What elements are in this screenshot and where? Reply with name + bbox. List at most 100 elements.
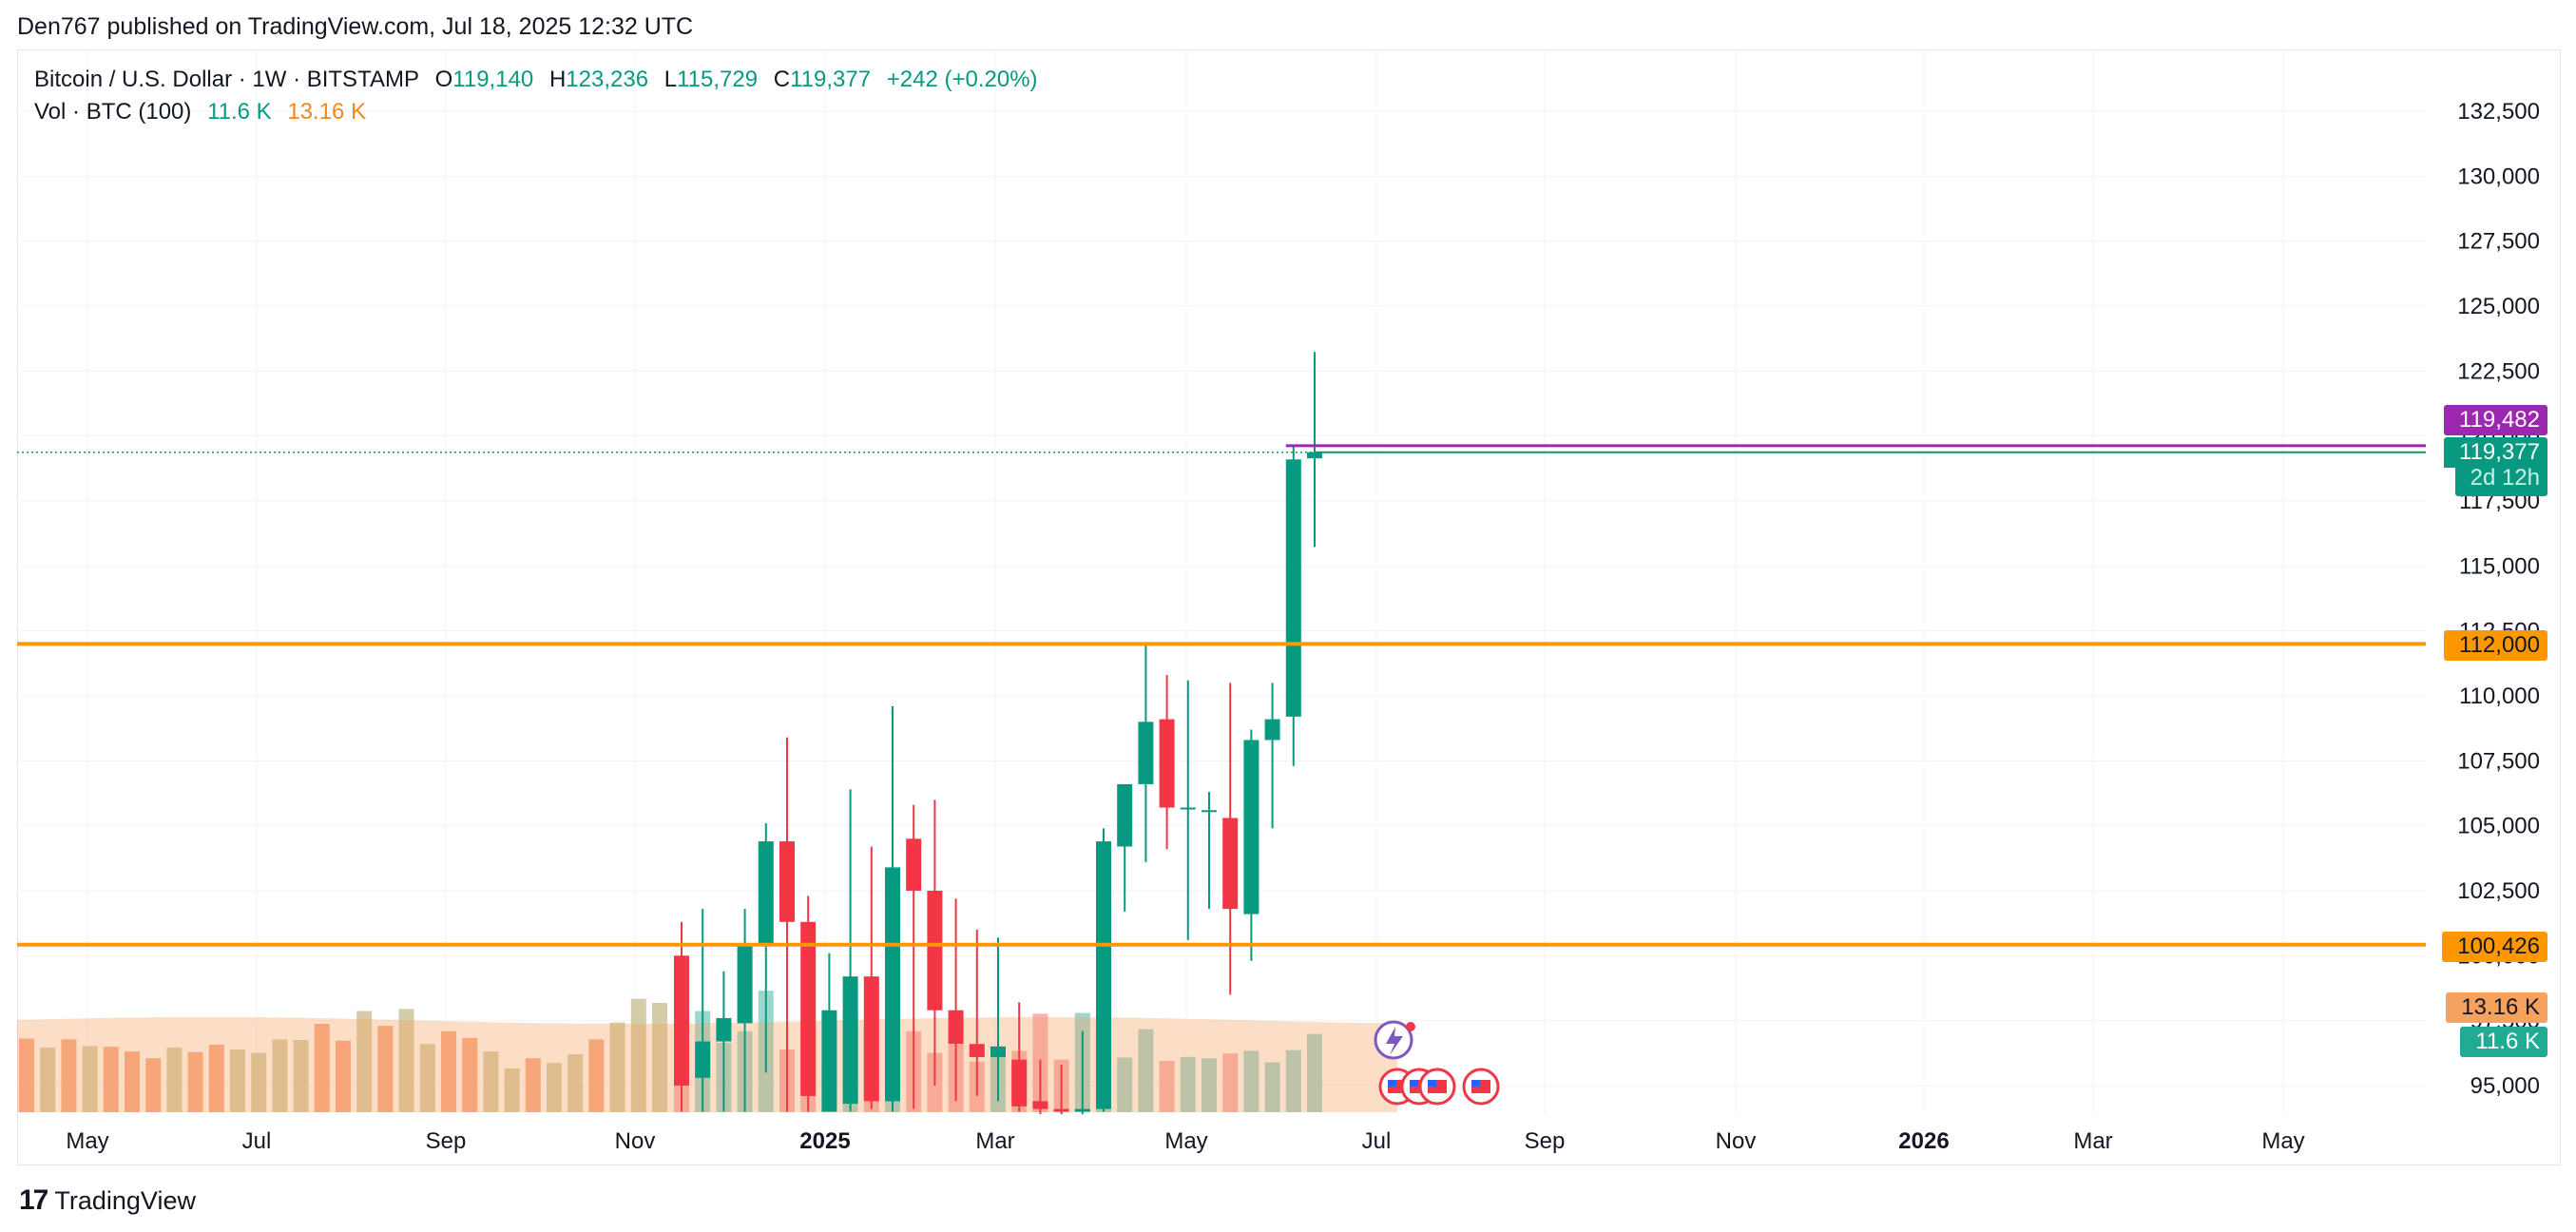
candle-body [737, 945, 753, 1024]
volume-bar [40, 1047, 56, 1112]
candle-body [1285, 459, 1301, 717]
time-tick: Jul [1362, 1128, 1392, 1154]
price-tick: 105,000 [2457, 814, 2540, 839]
ohlc-legend: Bitcoin / U.S. Dollar · 1W · BITSTAMP O1… [34, 67, 1048, 93]
volume-bar [1180, 1056, 1196, 1112]
candle-body [1264, 719, 1280, 741]
us-flag-canton-icon [1388, 1080, 1396, 1087]
volume-bar [82, 1046, 98, 1112]
brand-name: TradingView [54, 1185, 196, 1215]
volume-bar [525, 1058, 541, 1112]
countdown-tag: 2d 12h [2454, 464, 2547, 496]
price-tick: 110,000 [2459, 683, 2540, 709]
candle-body [1222, 818, 1239, 910]
footer-brand[interactable]: 17 TradingView [19, 1184, 196, 1217]
volume-bar [103, 1047, 119, 1112]
volume-bar [272, 1039, 288, 1112]
volume-bar [187, 1051, 203, 1112]
chart-grid [17, 49, 2426, 1114]
candle-body [1053, 1108, 1069, 1112]
volume-bar [441, 1030, 456, 1112]
time-tick: May [1164, 1128, 1207, 1154]
volume-bar [293, 1040, 309, 1112]
volume-bar [1264, 1062, 1280, 1112]
volume-bar [483, 1051, 499, 1112]
us-flag-canton-icon [1428, 1080, 1436, 1087]
candle-body [1180, 807, 1196, 810]
volume-legend: Vol · BTC (100) 11.6 K 13.16 K [34, 99, 375, 125]
volume-bar [1138, 1029, 1154, 1112]
time-tick: Mar [975, 1128, 1014, 1154]
candle-body [969, 1044, 985, 1057]
time-tick: 2025 [799, 1128, 850, 1154]
symbol-name[interactable]: Bitcoin / U.S. Dollar · 1W · BITSTAMP [34, 67, 419, 92]
price-tick: 132,500 [2457, 99, 2540, 125]
candle-body [885, 867, 900, 1102]
price-tick: 122,500 [2457, 358, 2540, 384]
candle-body [695, 1041, 711, 1078]
volume-bar [419, 1044, 435, 1112]
volume-bar [314, 1023, 330, 1112]
volume-bar [166, 1047, 183, 1112]
close-value: 119,377 [790, 67, 872, 92]
candle-body [1117, 783, 1133, 847]
notification-dot-icon [1406, 1022, 1415, 1031]
change-value: +242 (+0.20%) [886, 67, 1038, 92]
price-tick: 125,000 [2457, 294, 2540, 319]
candle-body [1159, 719, 1175, 808]
volume-bar [652, 1002, 667, 1112]
time-tick: May [66, 1128, 108, 1154]
lightning-bolt-icon [1386, 1027, 1403, 1055]
volume-bar [1285, 1049, 1301, 1112]
event-icons [1374, 1020, 1500, 1106]
candle-body [927, 891, 943, 1011]
time-axis: May Jul Sep Nov 2025 Mar May Jul Sep Nov 2026 Mar Ma… [66, 1128, 2304, 1154]
time-tick: Nov [1716, 1128, 1757, 1154]
publisher-line: Den767 published on TradingView.com, Jul… [17, 13, 694, 40]
volume-value: 11.6 K [207, 99, 272, 125]
time-tick: 2026 [1898, 1128, 1949, 1154]
candle-body [758, 841, 774, 946]
time-tick: May [2261, 1128, 2304, 1154]
candle-body [1243, 740, 1259, 914]
volume-bar [125, 1051, 140, 1112]
volume-ma-value: 13.16 K [287, 99, 367, 125]
volume-bar [19, 1038, 34, 1112]
volume-bar [1222, 1053, 1239, 1112]
volume-bar [609, 1022, 625, 1112]
volume-bar [588, 1039, 605, 1112]
volume-bar [356, 1011, 373, 1112]
tradingview-logo-icon: 17 [19, 1184, 48, 1216]
candle-body [906, 838, 922, 891]
candle-body [863, 976, 879, 1102]
time-tick: Mar [2073, 1128, 2112, 1154]
volume-bar [567, 1053, 584, 1112]
open-value: 119,140 [452, 67, 534, 92]
candle-body [800, 921, 817, 1096]
volume-bar [145, 1058, 162, 1112]
volume-label[interactable]: Vol · BTC (100) [34, 99, 192, 125]
volume-bar [630, 998, 646, 1112]
volume-bar [398, 1009, 414, 1112]
time-tick: Nov [615, 1128, 656, 1154]
high-label: H123,236 [548, 67, 649, 92]
price-tick: 102,500 [2457, 878, 2540, 904]
volume-bar [1159, 1061, 1175, 1112]
volume-bar [547, 1063, 562, 1112]
time-tick: Jul [242, 1128, 272, 1154]
candle-body [674, 955, 689, 1086]
low-value: 115,729 [677, 67, 759, 92]
time-tick: Sep [1525, 1128, 1566, 1154]
time-tick: Sep [426, 1128, 467, 1154]
candle-body [1201, 810, 1217, 813]
volume-bar [377, 1026, 394, 1112]
candle-body [1096, 841, 1111, 1109]
volume-bar [336, 1040, 351, 1112]
volume-bar [1117, 1057, 1133, 1112]
support-tag: 100,426 [2442, 932, 2547, 962]
price-tick: 95,000 [2470, 1073, 2540, 1099]
volume-bar [1243, 1050, 1259, 1112]
volume-bar [230, 1049, 245, 1112]
open-label: O119,140 [434, 67, 534, 92]
